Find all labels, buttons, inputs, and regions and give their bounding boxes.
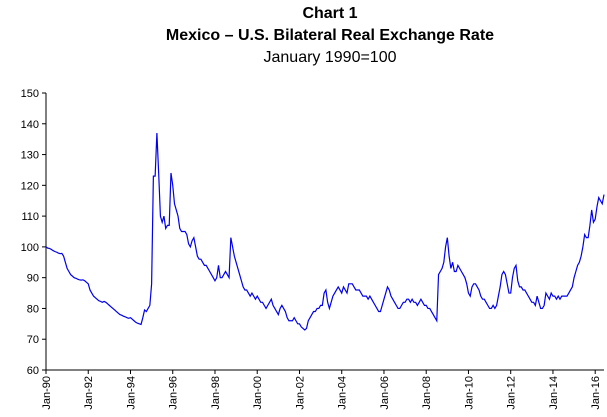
x-tick-label: Jan-14 bbox=[548, 376, 560, 410]
chart-title: Chart 1 bbox=[302, 5, 357, 22]
chart-subtitle: Mexico – U.S. Bilateral Real Exchange Ra… bbox=[166, 27, 494, 44]
x-tick-label: Jan-02 bbox=[294, 376, 306, 410]
y-tick-label: 70 bbox=[27, 334, 39, 346]
y-tick-label: 150 bbox=[21, 88, 39, 100]
x-tick-label: Jan-90 bbox=[41, 376, 53, 410]
x-tick-label: Jan-16 bbox=[590, 376, 602, 410]
chart-note: January 1990=100 bbox=[264, 49, 397, 66]
y-tick-label: 60 bbox=[27, 365, 39, 377]
y-tick-label: 80 bbox=[27, 303, 39, 315]
x-tick-label: Jan-12 bbox=[506, 376, 518, 410]
x-tick-label: Jan-00 bbox=[252, 376, 264, 410]
y-tick-label: 130 bbox=[21, 150, 39, 162]
y-tick-label: 140 bbox=[21, 119, 39, 131]
x-tick-label: Jan-10 bbox=[463, 376, 475, 410]
x-tick-label: Jan-94 bbox=[125, 376, 137, 410]
x-tick-label: Jan-92 bbox=[83, 376, 95, 410]
y-tick-label: 120 bbox=[21, 180, 39, 192]
x-tick-label: Jan-96 bbox=[168, 376, 180, 410]
y-tick-label: 90 bbox=[27, 273, 39, 285]
x-tick-label: Jan-98 bbox=[210, 376, 222, 410]
y-tick-label: 100 bbox=[21, 242, 39, 254]
x-tick-label: Jan-04 bbox=[337, 376, 349, 410]
data-line bbox=[45, 132, 605, 331]
x-tick-label: Jan-08 bbox=[421, 376, 433, 410]
y-tick-label: 110 bbox=[21, 211, 39, 223]
x-tick-label: Jan-06 bbox=[379, 376, 391, 410]
